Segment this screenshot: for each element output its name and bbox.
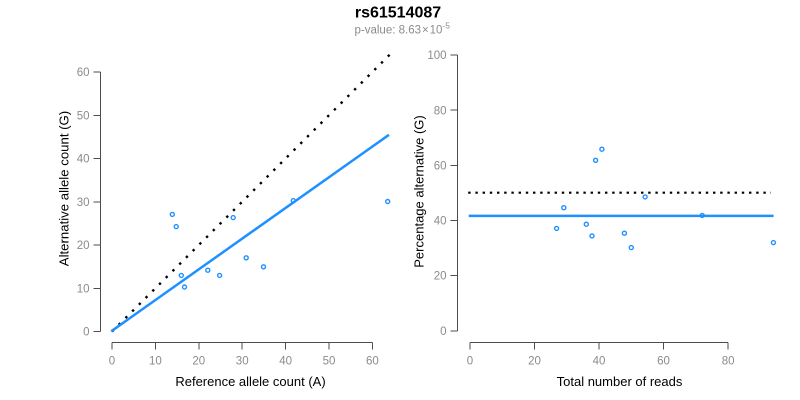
svg-text:40: 40	[77, 154, 90, 166]
svg-text:60: 60	[77, 67, 90, 79]
svg-text:60: 60	[434, 160, 447, 172]
svg-text:10: 10	[149, 356, 162, 368]
svg-text:Percentage alternative (G): Percentage alternative (G)	[412, 115, 427, 267]
svg-text:100: 100	[427, 50, 446, 62]
svg-text:80: 80	[434, 105, 447, 117]
svg-text:Total number of reads: Total number of reads	[557, 374, 683, 389]
svg-text:30: 30	[236, 356, 249, 368]
svg-text:20: 20	[528, 356, 541, 368]
svg-text:Reference allele count (A): Reference allele count (A)	[175, 374, 325, 389]
svg-text:20: 20	[192, 356, 205, 368]
svg-text:50: 50	[77, 110, 90, 122]
svg-text:Alternative allele count (G): Alternative allele count (G)	[57, 111, 72, 266]
svg-text:rs61514087: rs61514087	[355, 5, 441, 22]
svg-text:0: 0	[83, 327, 89, 339]
svg-text:p-value: 8.63 × 10-5: p-value: 8.63 × 10-5	[355, 20, 451, 36]
svg-text:50: 50	[323, 356, 336, 368]
svg-text:60: 60	[366, 356, 379, 368]
svg-text:30: 30	[77, 197, 90, 209]
svg-text:0: 0	[440, 326, 446, 338]
svg-text:40: 40	[593, 356, 606, 368]
svg-text:20: 20	[77, 240, 90, 252]
svg-text:40: 40	[279, 356, 292, 368]
svg-text:80: 80	[722, 356, 735, 368]
svg-text:0: 0	[467, 356, 473, 368]
svg-text:0: 0	[109, 356, 115, 368]
svg-text:10: 10	[77, 283, 90, 295]
svg-text:40: 40	[434, 216, 447, 228]
svg-text:60: 60	[657, 356, 670, 368]
svg-text:20: 20	[434, 271, 447, 283]
